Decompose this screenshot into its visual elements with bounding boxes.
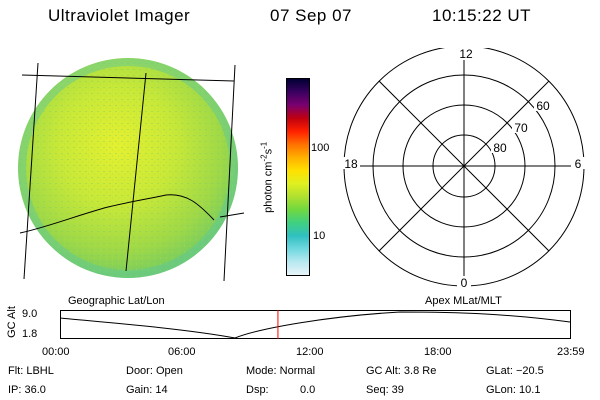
unit-exp-2: -1 xyxy=(259,141,269,149)
alt-xtick-2359: 23:59 xyxy=(557,346,585,358)
glon-status: GLon: 10.1 xyxy=(486,384,541,396)
unit-exp-1: -2 xyxy=(259,154,269,162)
altitude-curve xyxy=(60,311,571,339)
alt-axis-title: GC Alt xyxy=(6,306,18,338)
alt-ytick-top: 9.0 xyxy=(22,308,38,320)
caption-apex: Apex MLat/MLT xyxy=(425,295,502,307)
mlt-label-12: 12 xyxy=(459,48,473,61)
alt-xtick-1200: 12:00 xyxy=(296,346,324,358)
colorbar-tick-100: 100 xyxy=(311,142,330,154)
geo-grid-lines xyxy=(19,62,245,282)
lat-label-60: 60 xyxy=(536,99,550,113)
label-bg-12 xyxy=(456,48,474,60)
dsp-value: 0.0 xyxy=(300,384,316,396)
uv-globe-image xyxy=(18,55,248,285)
unit-text-2: s xyxy=(262,148,275,155)
lat-label-80: 80 xyxy=(493,141,507,155)
gc-alt-status: GC Alt: 3.8 Re xyxy=(366,365,437,377)
polar-svg: 12 0 18 6 60 70 80 xyxy=(342,45,585,290)
earth-disk-texture xyxy=(18,58,238,278)
label-bg-60 xyxy=(534,99,552,111)
globe-svg xyxy=(18,58,245,282)
unit-text-1: photon cm xyxy=(262,161,275,213)
filter-status: Flt: LBHL xyxy=(8,365,54,377)
ip-status: IP: 36.0 xyxy=(8,384,46,396)
alt-ytick-bottom: 1.8 xyxy=(22,328,38,340)
gain-status: Gain: 14 xyxy=(126,384,168,396)
dsp-label: Dsp: xyxy=(246,384,269,396)
altitude-timeline: GC Alt 9.0 1.8 00:00 06:00 12:00 18:00 2… xyxy=(0,296,600,358)
alt-plot-svg xyxy=(60,310,571,339)
colorbar-tick-10: 10 xyxy=(313,230,326,242)
label-bg-80 xyxy=(491,141,509,153)
glat-status: GLat: −20.5 xyxy=(486,365,544,377)
intensity-colorbar: 100 10 photon cm-2s-1 xyxy=(260,78,334,278)
mlt-label-18: 18 xyxy=(344,157,358,171)
edge-glow xyxy=(18,58,238,278)
mlt-label-6: 6 xyxy=(575,157,582,171)
date-label: 07 Sep 07 xyxy=(270,6,353,25)
alt-plot-frame xyxy=(60,310,571,339)
polar-spokes xyxy=(344,46,584,286)
lat-label-70: 70 xyxy=(514,121,528,135)
instrument-title: Ultraviolet Imager xyxy=(48,6,191,25)
label-bg-18 xyxy=(342,157,360,169)
label-bg-70 xyxy=(512,121,530,133)
mlt-label-0: 0 xyxy=(461,276,468,290)
polar-mlt-plot: 12 0 18 6 60 70 80 xyxy=(340,45,590,296)
label-bg-6 xyxy=(571,157,585,169)
door-status: Door: Open xyxy=(126,365,183,377)
alt-xtick-0000: 00:00 xyxy=(42,346,70,358)
colorbar-gradient xyxy=(286,78,310,276)
caption-geographic: Geographic Lat/Lon xyxy=(68,295,165,307)
alt-xtick-1800: 18:00 xyxy=(424,346,452,358)
mode-status: Mode: Normal xyxy=(246,365,316,377)
colorbar-unit-label: photon cm-2s-1 xyxy=(260,72,275,282)
alt-xtick-0600: 06:00 xyxy=(168,346,196,358)
status-footer: Flt: LBHL IP: 36.0 Door: Open Gain: 14 M… xyxy=(0,362,600,400)
time-label: 10:15:22 UT xyxy=(432,6,532,25)
label-bg-0 xyxy=(457,276,471,288)
seq-status: Seq: 39 xyxy=(366,384,404,396)
